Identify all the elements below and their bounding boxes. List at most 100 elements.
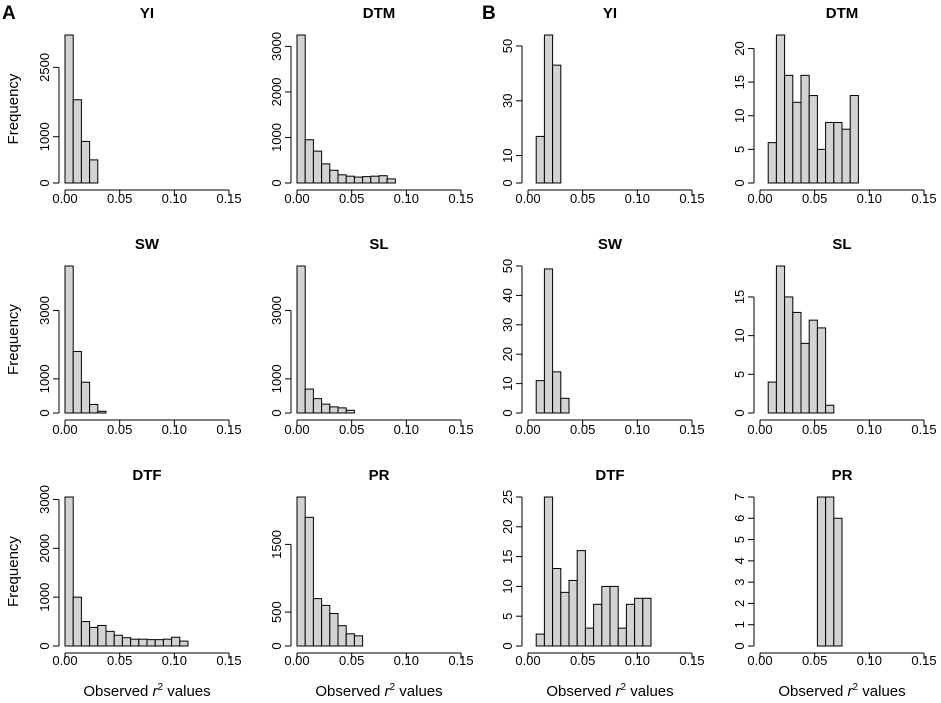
y-tick-label: 0	[500, 409, 515, 416]
y-tick-label: 10	[500, 579, 515, 593]
histogram-a-dtm: DTM 0.00 0.05 0.10 0.15 0 1000 2000 3000	[269, 5, 474, 206]
y-tick-label: 3	[732, 579, 747, 586]
histogram-bar	[304, 388, 314, 414]
x-tick-label: 0.05	[339, 653, 364, 668]
histogram-a-sl: SL 0.00 0.05 0.10 0.15 0 1000 3000	[269, 236, 474, 437]
x-tick-label: 0.05	[802, 191, 827, 206]
x-tick-label: 0.15	[679, 191, 704, 206]
histogram-bar	[296, 496, 306, 647]
histogram-b-pr: PR 0.00 0.05 0.10 0.15 0 1 2 3 4 5 6 7 Observed r2 va…	[732, 467, 937, 700]
histogram-bar	[833, 121, 843, 184]
histogram-bar	[321, 604, 331, 647]
histogram-bar	[617, 627, 627, 647]
y-tick-label: 7	[732, 493, 747, 500]
histogram-a-sw: SW 0.00 0.05 0.10 0.15 0 1000 3000 Frequency	[5, 236, 242, 437]
y-tick-label: 0	[500, 642, 515, 649]
histogram-bar	[775, 34, 786, 184]
histogram-bar	[312, 598, 323, 647]
histogram-a-dtf: DTF 0.00 0.05 0.10 0.15 0 1000 2000 3000 Frequenc…	[5, 467, 242, 700]
x-tick-label: 0.15	[216, 653, 241, 668]
x-tick-label: 0.00	[515, 191, 540, 206]
histogram-bar	[543, 496, 554, 647]
histogram-bar	[849, 95, 859, 184]
histogram-bar	[312, 398, 323, 414]
y-tick-label: 500	[269, 601, 284, 623]
x-tick-label: 0.10	[162, 653, 187, 668]
x-tick-label: 0.10	[625, 422, 650, 437]
y-axis-label: Frequency	[5, 304, 22, 375]
histogram-bar	[353, 176, 364, 184]
chart-title: DTM	[826, 5, 859, 22]
histogram-bar	[304, 139, 314, 184]
x-tick-label: 0.05	[107, 422, 132, 437]
x-tick-label: 0.00	[747, 653, 772, 668]
histogram-bar	[386, 178, 396, 184]
y-tick-label: 5	[732, 536, 747, 543]
histogram-b-sw: SW 0.00 0.05 0.10 0.15 0 10 20 30 40 50	[500, 236, 705, 437]
y-tick-label: 10	[500, 376, 515, 390]
histogram-bar	[841, 128, 851, 184]
histogram-bar	[64, 265, 74, 414]
histogram-bar	[337, 625, 347, 647]
histogram-bar	[130, 638, 140, 647]
y-tick-label: 1000	[37, 364, 52, 393]
x-tick-label: 0.10	[394, 422, 419, 437]
histogram-bar	[89, 403, 99, 414]
x-tick-label: 0.15	[216, 191, 241, 206]
histogram-bar	[179, 640, 189, 647]
histogram-bar	[560, 397, 570, 414]
y-tick-label: 15	[732, 290, 747, 304]
histogram-bar	[784, 74, 794, 184]
histogram-bar	[121, 637, 132, 647]
x-axis-label: Observed r2 values	[546, 682, 673, 700]
y-tick-label: 1000	[37, 122, 52, 151]
histogram-bar	[80, 140, 91, 184]
histogram-a-yi: YI 0.00 0.05 0.10 0.15 0 1000 2500 Frequency	[5, 5, 242, 206]
histogram-bar	[535, 633, 545, 647]
histogram-bar	[552, 64, 562, 184]
x-tick-label: 0.05	[339, 422, 364, 437]
histogram-bar	[825, 404, 835, 414]
y-tick-label: 10	[732, 328, 747, 342]
y-tick-label: 40	[500, 288, 515, 302]
chart-title: DTM	[363, 5, 396, 22]
histogram-bar	[97, 624, 107, 647]
histogram-bar	[72, 350, 82, 414]
histogram-bar	[792, 101, 802, 184]
chart-title: SL	[369, 236, 388, 253]
histogram-b-dtm: DTM 0.00 0.05 0.10 0.15 0 5 10 15 20	[732, 5, 937, 206]
histogram-bar	[543, 34, 554, 184]
histogram-grid: YI0.00 0.05 0.10 0.15010002500FrequencyDTM0…	[5, 5, 937, 700]
histogram-bar	[80, 621, 91, 647]
x-tick-label: 0.15	[679, 422, 704, 437]
y-tick-label: 3000	[37, 296, 52, 325]
x-tick-label: 0.15	[216, 422, 241, 437]
y-tick-label: 5	[500, 613, 515, 620]
histogram-bar	[808, 319, 818, 414]
x-tick-label: 0.00	[284, 191, 309, 206]
histogram-bar	[312, 150, 323, 184]
histogram-bar	[138, 638, 148, 647]
x-tick-label: 0.00	[52, 191, 77, 206]
histogram-bar	[601, 585, 611, 647]
histogram-bar	[816, 496, 827, 647]
x-tick-label: 0.00	[747, 191, 772, 206]
y-tick-label: 0	[269, 409, 284, 416]
y-tick-label: 3000	[269, 296, 284, 325]
x-axis-label: Observed r2 values	[315, 682, 442, 700]
x-tick-label: 0.10	[394, 191, 419, 206]
histogram-bar	[72, 99, 82, 184]
histogram-bar	[345, 175, 355, 184]
histogram-bar	[535, 380, 545, 414]
histogram-bar	[80, 381, 91, 414]
y-tick-label: 1000	[269, 364, 284, 393]
histogram-bar	[370, 175, 380, 184]
histogram-a-pr: PR 0.00 0.05 0.10 0.15 0 500 1500 Observed r2 va…	[269, 467, 474, 700]
y-tick-label: 2500	[37, 53, 52, 82]
histogram-bar	[552, 371, 562, 414]
histogram-bar	[767, 142, 777, 184]
y-tick-label: 15	[500, 549, 515, 563]
histogram-bar	[593, 603, 603, 647]
y-tick-label: 25	[500, 490, 515, 504]
